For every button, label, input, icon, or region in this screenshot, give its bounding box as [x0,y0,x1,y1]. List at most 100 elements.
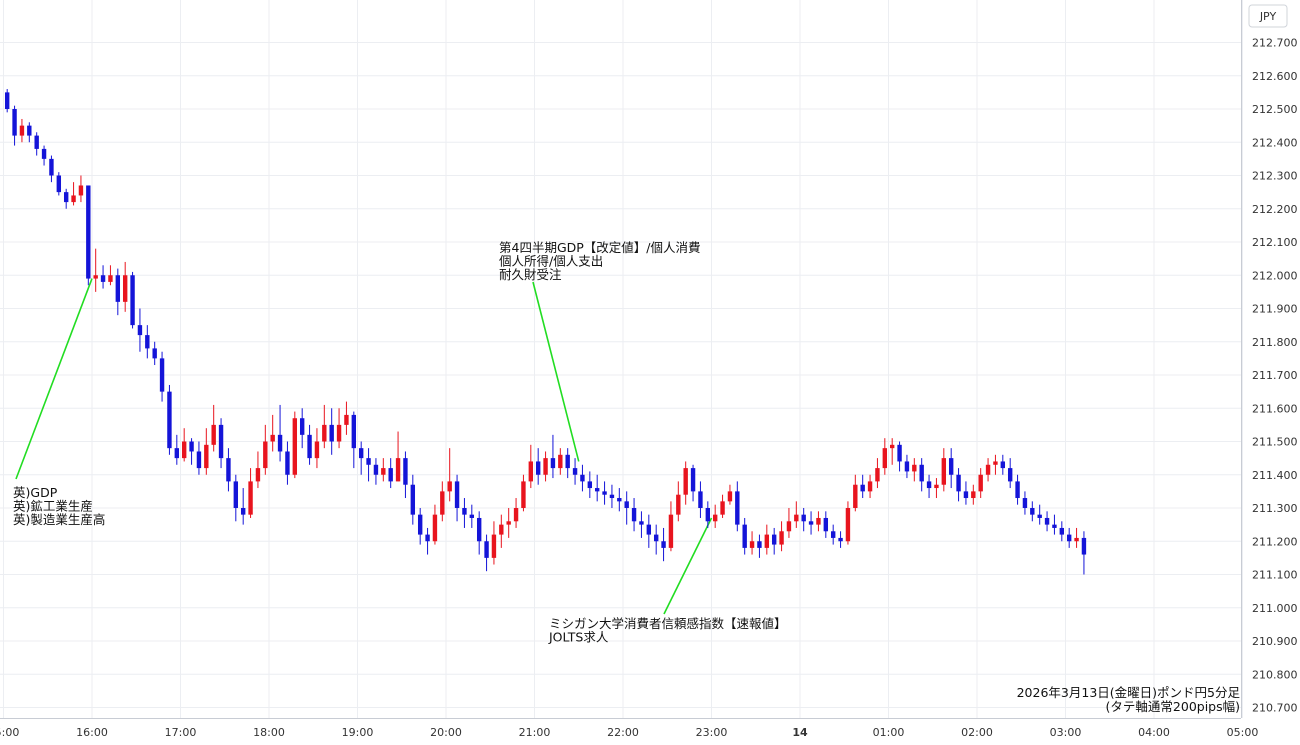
candle[interactable] [580,464,585,492]
candle[interactable] [218,418,224,469]
candle[interactable] [749,531,755,555]
candle[interactable] [255,451,261,489]
candle[interactable] [100,265,106,289]
candle[interactable] [941,448,947,492]
candle[interactable] [12,105,17,146]
candle[interactable] [624,491,629,525]
candle[interactable] [196,441,202,475]
candle[interactable] [56,172,62,196]
candle[interactable] [617,488,622,512]
candle[interactable] [34,132,39,156]
candle[interactable] [764,524,770,555]
candle[interactable] [904,454,910,479]
candle[interactable] [233,474,239,522]
candle[interactable] [240,488,246,525]
candle[interactable] [506,508,511,538]
candle[interactable] [786,508,792,538]
candle[interactable] [646,514,652,548]
candle[interactable] [594,474,600,502]
candle[interactable] [344,401,349,435]
candlesticks[interactable] [4,89,1087,575]
candle[interactable] [1074,527,1079,548]
candle[interactable] [270,414,275,452]
candle[interactable] [808,511,814,535]
candle[interactable] [499,514,504,548]
candle[interactable] [683,461,688,505]
candle[interactable] [49,155,54,183]
candle[interactable] [720,494,725,518]
candle[interactable] [963,481,969,505]
candle[interactable] [1000,454,1006,475]
candle[interactable] [712,504,718,528]
candle[interactable] [476,511,482,555]
candle[interactable] [668,501,674,552]
candle[interactable] [602,481,607,505]
candle[interactable] [454,474,460,522]
candle[interactable] [4,89,10,113]
candle[interactable] [388,458,393,489]
candle[interactable] [469,504,475,528]
candle[interactable] [816,511,821,532]
candle[interactable] [934,478,939,499]
candle[interactable] [63,188,69,209]
candle[interactable] [204,428,209,475]
candle[interactable] [137,308,143,352]
candle[interactable] [307,424,312,465]
candle[interactable] [211,404,216,452]
candle[interactable] [771,527,777,555]
candle[interactable] [985,458,991,482]
candle[interactable] [395,431,401,482]
candle[interactable] [410,474,416,525]
candle[interactable] [1081,531,1087,575]
candle[interactable] [1052,514,1057,535]
time-axis[interactable]: 15:00 16:00 17:00 18:00 19:00 20:00 21:00 22:00… [0,726,1258,739]
candle[interactable] [676,481,681,522]
candle[interactable] [653,524,659,555]
candle[interactable] [587,471,593,499]
candle[interactable] [609,484,615,508]
candle[interactable] [853,474,858,512]
candle[interactable] [794,501,799,528]
candle[interactable] [447,448,452,502]
candle[interactable] [875,458,880,489]
candle[interactable] [78,175,84,203]
candle[interactable] [661,527,666,562]
candle[interactable] [189,438,194,465]
candle[interactable] [1044,511,1050,532]
candle[interactable] [550,434,556,479]
candle[interactable] [181,428,187,462]
candle[interactable] [801,508,806,532]
candle[interactable] [366,448,371,482]
candle[interactable] [86,185,91,286]
candle[interactable] [889,438,895,465]
candle[interactable] [867,474,873,499]
candle[interactable] [528,444,534,489]
candle[interactable] [314,428,320,469]
currency-label-box[interactable] [1248,4,1288,28]
candle[interactable] [690,464,696,502]
candle[interactable] [845,501,851,545]
candle[interactable] [535,448,541,485]
candle[interactable] [174,434,180,465]
candle[interactable] [948,448,954,489]
candle[interactable] [93,248,98,292]
candle[interactable] [513,498,519,528]
candle[interactable] [329,408,334,455]
candle[interactable] [639,511,644,538]
candle[interactable] [292,411,298,479]
candle[interactable] [993,454,998,475]
candle[interactable] [897,441,902,472]
candle[interactable] [1037,504,1042,525]
candle[interactable] [882,438,888,475]
candle[interactable] [322,404,327,449]
candle[interactable] [1007,458,1013,489]
candle[interactable] [152,341,157,366]
candle[interactable] [757,534,762,558]
candle[interactable] [277,404,283,462]
candle[interactable] [41,145,47,166]
candle[interactable] [727,484,733,505]
candle[interactable] [565,448,570,479]
candle[interactable] [838,531,843,548]
candle[interactable] [299,408,305,449]
